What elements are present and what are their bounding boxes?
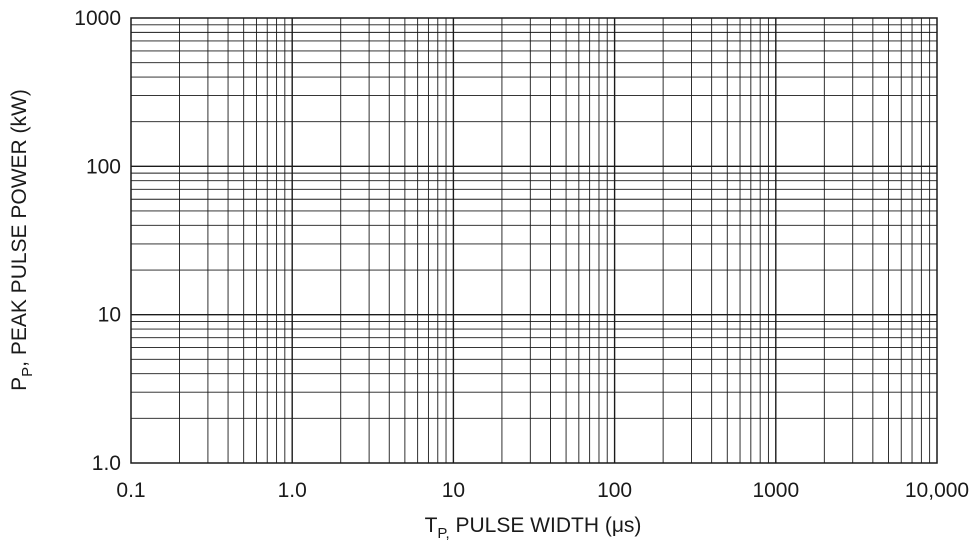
- y-tick-label: 100: [86, 155, 121, 178]
- y-axis-tick-labels: 1.0 10 100 1000: [74, 7, 121, 475]
- grid: [131, 18, 937, 463]
- x-axis-tick-labels: 0.1 1.0 10 100 1000 10,000: [116, 479, 969, 502]
- x-tick-label: 10,000: [905, 479, 969, 502]
- x-axis-title-main: T: [425, 514, 438, 537]
- x-tick-label: 1000: [752, 479, 799, 502]
- x-axis-title: TP, PULSE WIDTH (μs): [425, 514, 642, 542]
- x-tick-label: 1.0: [278, 479, 307, 502]
- y-axis-title-sub: P: [19, 367, 36, 377]
- plot-frame: [130, 17, 938, 464]
- y-axis-title: PP, PEAK PULSE POWER (kW): [8, 89, 36, 391]
- x-axis-title-rest: PULSE WIDTH (μs): [450, 514, 642, 537]
- x-tick-label: 10: [442, 479, 465, 502]
- x-tick-label: 100: [597, 479, 632, 502]
- y-axis-title-main: P: [8, 377, 31, 391]
- x-axis-title-sub: P,: [437, 525, 449, 542]
- y-tick-label: 1.0: [92, 452, 121, 475]
- y-tick-label: 1000: [74, 7, 121, 30]
- x-tick-label: 0.1: [116, 479, 145, 502]
- y-axis-title-rest: , PEAK PULSE POWER (kW): [8, 89, 31, 367]
- y-tick-label: 10: [98, 304, 121, 327]
